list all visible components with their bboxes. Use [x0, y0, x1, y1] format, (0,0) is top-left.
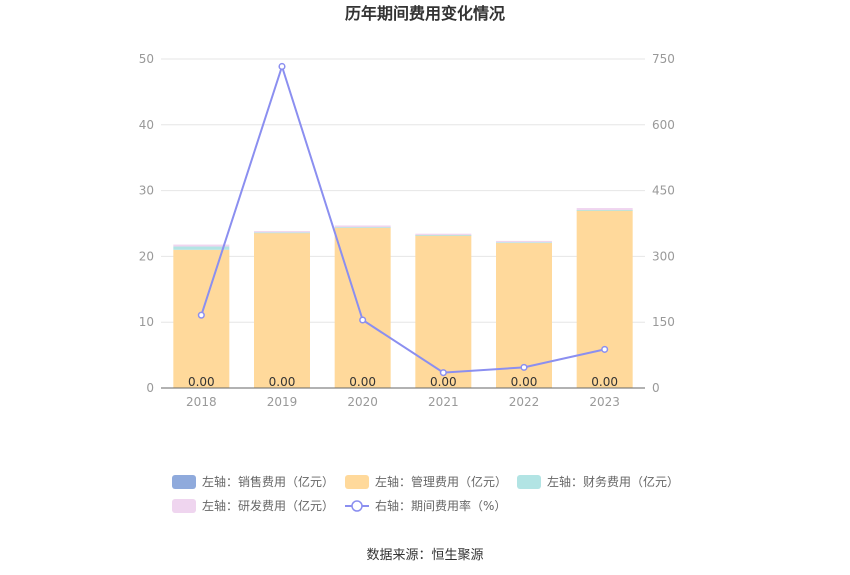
legend-swatch [172, 475, 196, 489]
bar-segment [254, 231, 310, 233]
x-tick-label: 2022 [509, 395, 540, 409]
right-tick-label: 300 [652, 249, 675, 263]
legend-item[interactable]: 右轴：期间费用率（%） [345, 498, 506, 513]
bar-segment [415, 235, 472, 236]
bar-segment [254, 232, 310, 388]
legend-item[interactable]: 左轴：销售费用（亿元） [172, 474, 334, 489]
x-tick-label: 2018 [186, 395, 217, 409]
legend-item[interactable]: 左轴：研发费用（亿元） [172, 498, 334, 513]
rate-point[interactable] [520, 363, 528, 371]
bar-segment [496, 240, 552, 243]
rate-point[interactable] [278, 62, 286, 71]
bar-segment [576, 210, 633, 211]
right-axis: 0 150 300 450 600 750 [652, 52, 675, 395]
rate-line-path [200, 63, 605, 374]
bar-segment [334, 227, 391, 228]
left-tick-label: 20 [139, 249, 154, 263]
legend-swatch [172, 499, 196, 513]
right-tick-label: 450 [652, 184, 675, 198]
legend[interactable]: 左轴：销售费用（亿元） 左轴：管理费用（亿元） 左轴：财务费用（亿元） 左轴：研发费用… [172, 474, 679, 513]
source-text: 数据来源：恒生聚源 [366, 548, 483, 563]
legend-swatch [517, 475, 541, 489]
legend-item[interactable]: 左轴：管理费用（亿元） [345, 474, 507, 489]
rate-point[interactable] [359, 316, 367, 324]
legend-label: 右轴：期间费用率（%） [375, 498, 506, 513]
legend-swatch [345, 475, 369, 489]
right-tick-label: 0 [652, 381, 660, 395]
data-label: 0.00 [349, 375, 376, 389]
grid [161, 58, 645, 323]
bar-segment [576, 208, 633, 211]
legend-label: 左轴：财务费用（亿元） [547, 474, 679, 489]
rate-point[interactable] [439, 369, 447, 377]
left-axis: 0 10 20 30 40 50 [139, 52, 154, 395]
rate-point[interactable] [601, 345, 609, 353]
bar-segment [415, 235, 472, 388]
x-tick-label: 2021 [428, 395, 459, 409]
left-tick-label: 0 [146, 381, 154, 395]
x-axis: 2018 2019 2020 2021 2022 2023 [161, 387, 645, 409]
left-tick-label: 10 [139, 315, 154, 329]
bar-segment [173, 249, 230, 388]
bar-segment [173, 244, 230, 247]
right-tick-label: 750 [652, 52, 675, 66]
rate-point[interactable] [197, 311, 205, 319]
bar-segment [334, 225, 391, 228]
bar-segment [254, 232, 310, 234]
x-tick-label: 2023 [589, 395, 620, 409]
bar-segment [576, 210, 633, 388]
legend-label: 左轴：管理费用（亿元） [375, 474, 507, 489]
left-tick-label: 30 [139, 184, 154, 198]
rate-line [197, 62, 609, 377]
x-tick-label: 2019 [267, 395, 298, 409]
data-label: 0.00 [188, 375, 215, 389]
right-tick-label: 600 [652, 118, 675, 132]
bars [173, 208, 633, 388]
data-label: 0.00 [511, 375, 538, 389]
chart-title: 历年期间费用变化情况 [345, 4, 505, 23]
data-label: 0.00 [430, 375, 457, 389]
data-label: 0.00 [591, 375, 618, 389]
bar-segment [173, 246, 230, 250]
legend-marker [351, 500, 363, 512]
bar-segment [496, 242, 552, 244]
bar-segment [334, 227, 391, 388]
x-tick-label: 2020 [347, 395, 378, 409]
legend-label: 左轴：销售费用（亿元） [202, 474, 334, 489]
data-label: 0.00 [269, 375, 296, 389]
legend-label: 左轴：研发费用（亿元） [202, 498, 334, 513]
bar-segment [415, 233, 472, 236]
data-labels: 0.00 0.00 0.00 0.00 0.00 0.00 [188, 375, 618, 389]
left-tick-label: 40 [139, 118, 154, 132]
left-tick-label: 50 [139, 52, 154, 66]
legend-item[interactable]: 左轴：财务费用（亿元） [517, 474, 679, 489]
right-tick-label: 150 [652, 315, 675, 329]
